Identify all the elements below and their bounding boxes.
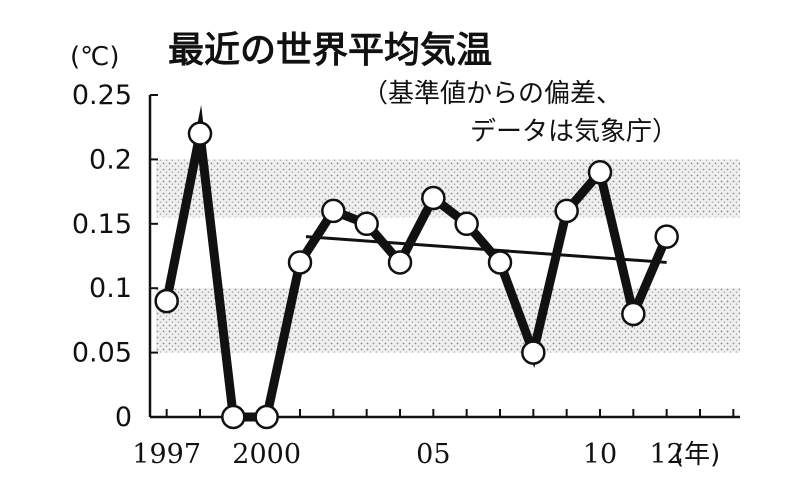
- data-point-1998: [187, 121, 213, 146]
- data-point-2006: [454, 211, 479, 237]
- data-point-2000: [254, 404, 279, 430]
- chart-subtitle-line-1: （基準値からの偏差、: [362, 79, 622, 109]
- series-line-1: [162, 104, 671, 422]
- data-point-2008: [521, 340, 546, 365]
- x-tick-label: 05: [416, 439, 450, 470]
- y-tick-label: 0.25: [72, 80, 132, 111]
- data-point-2011: [621, 301, 646, 327]
- x-tick-label: 12: [649, 439, 683, 470]
- data-point-2001: [287, 250, 313, 275]
- x-tick-labels: 1997 2000 05 10 12: [132, 439, 684, 470]
- x-tick-label: 2000: [232, 439, 301, 470]
- x-tick-label: 1997: [132, 439, 201, 470]
- data-point-2003: [354, 211, 379, 237]
- data-point-1997: [154, 288, 179, 314]
- data-point-2002: [321, 198, 346, 224]
- data-point-2007: [487, 250, 513, 275]
- shaded-band-1: [156, 288, 740, 353]
- y-tick-label: 0: [115, 402, 132, 433]
- series-group: [154, 104, 679, 430]
- chart-subtitle-line-2: データは気象庁）: [470, 117, 678, 147]
- data-point-2004: [387, 250, 413, 275]
- y-tick-label: 0.15: [72, 209, 132, 240]
- x-tick-label: 10: [583, 439, 617, 470]
- data-point-2009: [554, 198, 579, 224]
- data-point-2010: [587, 160, 613, 185]
- y-tick-label: 0.05: [72, 338, 132, 369]
- y-axis-unit: (℃): [70, 42, 120, 72]
- shaded-bands: [156, 159, 740, 353]
- data-point-2012: [654, 224, 679, 249]
- y-tick-label: 0.1: [89, 273, 132, 304]
- y-tick-label: 0.2: [89, 144, 132, 175]
- x-axis-unit: (年): [674, 440, 720, 470]
- data-point-1999: [221, 404, 246, 430]
- data-point-2005: [421, 185, 446, 211]
- chart-title: 最近の世界平均気温: [168, 30, 492, 71]
- y-tick-labels: 0 0.05 0.1 0.15 0.2 0.25: [72, 80, 132, 433]
